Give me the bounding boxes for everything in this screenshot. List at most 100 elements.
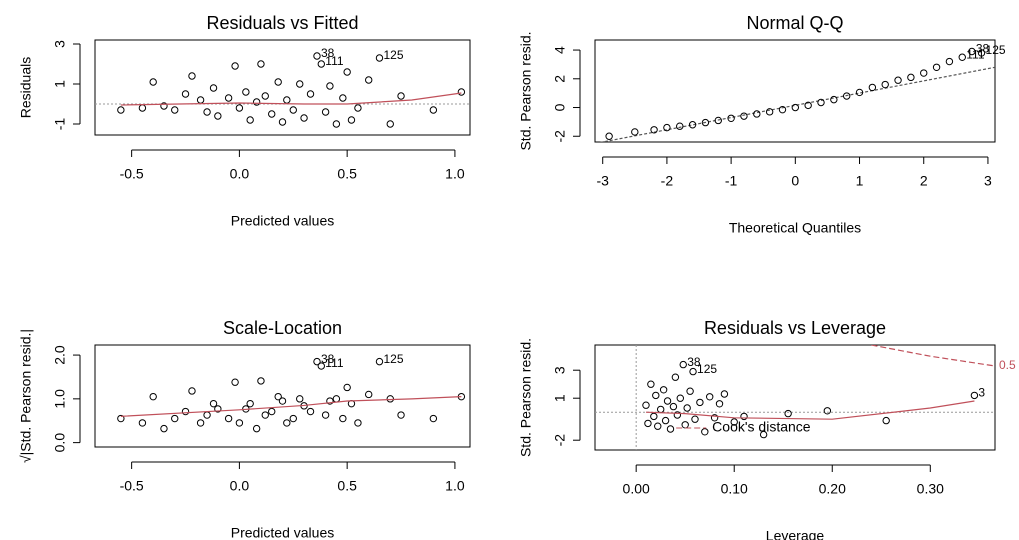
point — [661, 416, 670, 425]
point — [945, 57, 954, 66]
point — [654, 422, 662, 430]
plot-box — [94, 39, 471, 136]
point — [339, 414, 347, 423]
point-label: 38 — [687, 355, 701, 369]
plot-box — [594, 344, 996, 451]
y-axis-label: Residuals — [18, 57, 34, 118]
point — [321, 411, 330, 419]
point — [268, 110, 276, 118]
x-tick-label: 0.0 — [230, 478, 250, 494]
point — [196, 96, 205, 104]
point — [666, 425, 675, 433]
x-tick-label: 0.20 — [819, 481, 846, 497]
y-tick-label: -2 — [552, 130, 568, 143]
point — [326, 82, 334, 90]
x-axis-label: Theoretical Quantiles — [729, 220, 861, 236]
point — [317, 60, 325, 68]
point-label: 38 — [321, 46, 335, 60]
point — [196, 419, 205, 427]
point — [235, 104, 244, 112]
point — [188, 387, 196, 395]
point — [252, 98, 261, 106]
point — [138, 104, 147, 112]
point — [656, 405, 665, 414]
point — [149, 392, 157, 401]
y-tick-label: 0.0 — [52, 433, 68, 453]
point — [203, 411, 211, 419]
point-label: 125 — [697, 362, 717, 376]
point — [171, 106, 179, 114]
point — [209, 84, 218, 92]
x-tick-label: -2 — [661, 173, 674, 189]
point — [652, 391, 660, 400]
point — [671, 373, 680, 381]
point — [659, 386, 668, 394]
point — [663, 397, 672, 405]
point — [650, 412, 658, 421]
point — [778, 105, 787, 114]
point — [224, 414, 233, 423]
point — [823, 407, 832, 415]
point — [296, 80, 304, 88]
chart-title: Residuals vs Fitted — [206, 13, 358, 33]
point — [740, 412, 748, 421]
point — [830, 95, 838, 104]
point — [242, 88, 250, 96]
plot-box — [94, 344, 471, 448]
smooth-line — [645, 400, 975, 420]
point — [171, 414, 179, 423]
point — [631, 128, 639, 136]
point — [720, 390, 729, 398]
point-label: 111 — [325, 356, 344, 370]
point — [706, 393, 714, 401]
x-axis-label: Predicted values — [231, 525, 335, 540]
point — [278, 118, 287, 126]
point — [429, 106, 438, 114]
reference-line — [599, 66, 995, 142]
x-tick-label: 1 — [856, 173, 864, 189]
y-axis-label: Std. Pearson resid. — [518, 338, 534, 457]
point — [740, 112, 748, 120]
point — [209, 399, 218, 408]
point — [160, 102, 168, 110]
point — [149, 78, 157, 86]
point — [283, 419, 291, 427]
point — [868, 83, 877, 92]
point — [894, 76, 902, 84]
y-tick-label: 3 — [552, 366, 568, 374]
x-tick-label: 0.0 — [230, 166, 250, 182]
point — [354, 104, 362, 112]
point — [958, 53, 966, 61]
point — [689, 367, 697, 376]
y-axis-label: √|Std. Pearson resid.| — [18, 329, 34, 463]
point — [375, 357, 384, 366]
point — [907, 73, 915, 82]
point — [365, 390, 373, 399]
point — [339, 94, 347, 102]
point — [715, 400, 724, 408]
point-label: 111 — [966, 47, 985, 61]
point — [730, 418, 738, 426]
x-tick-label: -0.5 — [120, 166, 144, 182]
point — [804, 101, 812, 110]
point — [214, 405, 222, 413]
point — [701, 428, 709, 436]
y-axis-label: Std. Pearson resid. — [518, 31, 534, 150]
point — [791, 103, 800, 112]
y-tick-label: 4 — [552, 46, 568, 54]
x-tick-label: 0.00 — [623, 481, 650, 497]
point — [920, 69, 928, 77]
point — [681, 421, 689, 429]
point — [347, 116, 356, 124]
x-tick-label: 1.0 — [445, 166, 465, 182]
x-tick-label: 0.5 — [337, 166, 357, 182]
point — [257, 60, 265, 68]
point — [326, 397, 334, 405]
point — [669, 402, 678, 411]
y-tick-label: 1 — [52, 80, 68, 88]
point — [691, 415, 699, 423]
point — [274, 392, 282, 401]
y-tick-label: 0 — [552, 103, 568, 111]
point — [343, 383, 351, 392]
point — [231, 62, 239, 70]
